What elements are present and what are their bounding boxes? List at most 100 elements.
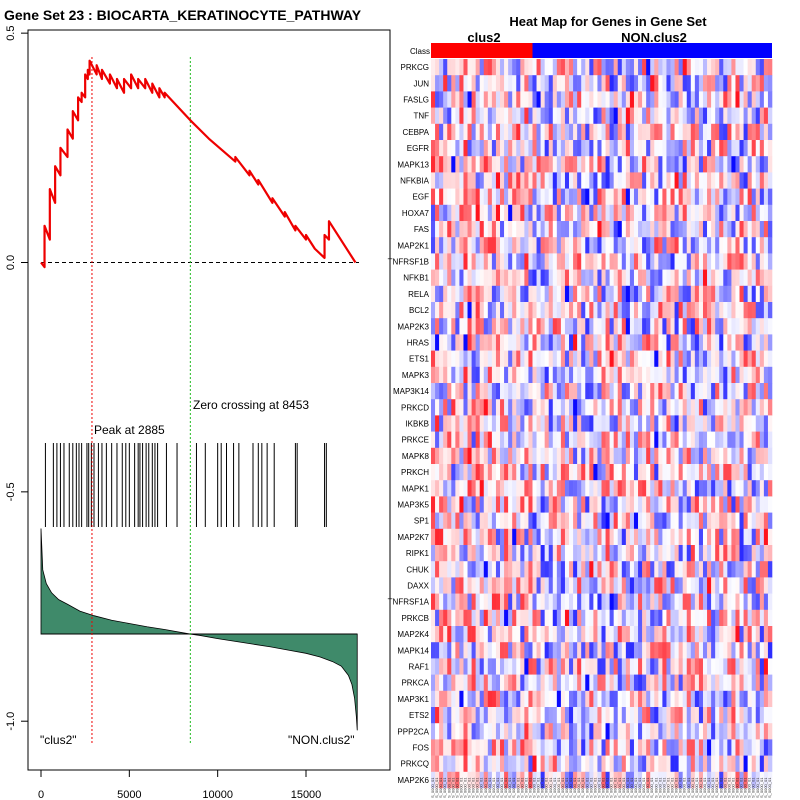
heatmap-cell: [690, 123, 696, 141]
heatmap-cell: [581, 771, 586, 789]
heatmap-cell: [759, 285, 765, 303]
heatmap-cell: [698, 512, 704, 530]
heatmap-cell: [739, 302, 744, 319]
heatmap-cell: [516, 366, 521, 384]
heatmap-cell: [455, 253, 460, 270]
heatmap-cell: [536, 723, 541, 740]
heatmap-cell: [654, 140, 659, 157]
heatmap-cell: [431, 221, 436, 238]
heatmap-cell: [658, 140, 663, 157]
heatmap-cell: [435, 480, 440, 497]
heatmap-cell: [698, 545, 704, 562]
heatmap-cell: [686, 545, 692, 562]
heatmap-cell: [560, 285, 566, 303]
heatmap-cell: [597, 383, 602, 400]
heatmap-cell: [658, 204, 663, 222]
heatmap-cell: [682, 302, 688, 319]
heatmap-cell: [682, 107, 688, 125]
heatmap-cell: [447, 447, 452, 465]
heatmap-cell: [483, 269, 489, 287]
heatmap-cell: [552, 431, 558, 449]
heatmap-cell: [467, 302, 472, 319]
heatmap-cell: [715, 204, 720, 222]
heatmap-cell: [495, 626, 501, 643]
heatmap-cell: [569, 447, 574, 465]
heatmap-cell: [767, 658, 773, 675]
heatmap-cell: [674, 577, 679, 594]
sample-label: S_0000_01: [556, 777, 561, 798]
heatmap-cell: [613, 609, 619, 627]
sample-label: S_0000_01: [580, 777, 585, 798]
heatmap-cell: [698, 609, 704, 627]
heatmap-cell: [723, 188, 728, 206]
heatmap-cell: [487, 204, 493, 222]
heatmap-cell: [605, 285, 610, 303]
heatmap-cell: [504, 123, 509, 141]
heatmap-cell: [569, 188, 574, 206]
heatmap-cell: [763, 707, 769, 724]
heatmap-cell: [658, 269, 663, 287]
heatmap-cell: [642, 302, 647, 319]
gene-label: TNFRSF1A: [388, 598, 430, 607]
heatmap-cell: [491, 561, 497, 578]
heatmap-cell: [763, 642, 769, 659]
heatmap-cell: [723, 528, 728, 546]
heatmap-cell: [483, 123, 489, 141]
heatmap-cell: [767, 188, 773, 206]
heatmap-cell: [471, 561, 476, 578]
heatmap-cell: [540, 399, 545, 416]
heatmap-cell: [759, 123, 765, 141]
heatmap-cell: [690, 771, 696, 789]
heatmap-cell: [747, 690, 753, 708]
heatmap-cell: [443, 577, 448, 594]
heatmap-cell: [605, 674, 610, 692]
heatmap-cell: [512, 658, 517, 675]
heatmap-cell: [556, 285, 562, 303]
heatmap-cell: [767, 156, 773, 173]
heatmap-cell: [747, 431, 753, 449]
heatmap-cell: [670, 172, 675, 189]
heatmap-cell: [491, 221, 497, 238]
heatmap-cell: [508, 512, 513, 530]
heatmap-cell: [642, 140, 647, 157]
heatmap-cell: [569, 334, 574, 351]
heatmap-cell: [552, 285, 558, 303]
heatmap-cell: [560, 707, 566, 724]
heatmap-cell: [577, 140, 582, 157]
heatmap-cell: [536, 140, 541, 157]
heatmap-cell: [743, 626, 748, 643]
heatmap-cell: [743, 415, 748, 432]
heatmap-cell: [573, 626, 578, 643]
heatmap-cell: [625, 723, 631, 740]
sample-label: S_0000_01: [491, 777, 496, 798]
heatmap-cell: [638, 172, 643, 189]
heatmap-cell: [702, 204, 708, 222]
heatmap-cell: [455, 399, 460, 416]
heatmap-cell: [447, 528, 452, 546]
heatmap-cell: [625, 75, 631, 92]
heatmap-cell: [633, 237, 639, 254]
heatmap-cell: [544, 431, 550, 449]
heatmap-cell: [767, 626, 773, 643]
heatmap-cell: [487, 59, 493, 76]
heatmap-cell: [767, 755, 773, 773]
heatmap-cell: [698, 107, 704, 125]
heatmap-cell: [719, 512, 724, 530]
heatmap-cell: [617, 318, 623, 335]
heatmap-cell: [638, 577, 643, 594]
heatmap-cell: [431, 366, 436, 384]
heatmap-cell: [613, 577, 619, 594]
heatmap-cell: [536, 107, 541, 125]
heatmap-cell: [520, 739, 525, 756]
heatmap-cell: [528, 156, 533, 173]
heatmap-cell: [605, 593, 610, 611]
heatmap-cell: [483, 577, 489, 594]
heatmap-cell: [638, 658, 643, 675]
heatmap-cell: [593, 528, 598, 546]
heatmap-cell: [487, 318, 493, 335]
heatmap-cell: [467, 75, 472, 92]
heatmap-cell: [702, 399, 708, 416]
heatmap-cell: [569, 237, 574, 254]
heatmap-cell: [743, 674, 748, 692]
heatmap-cell: [443, 140, 448, 157]
